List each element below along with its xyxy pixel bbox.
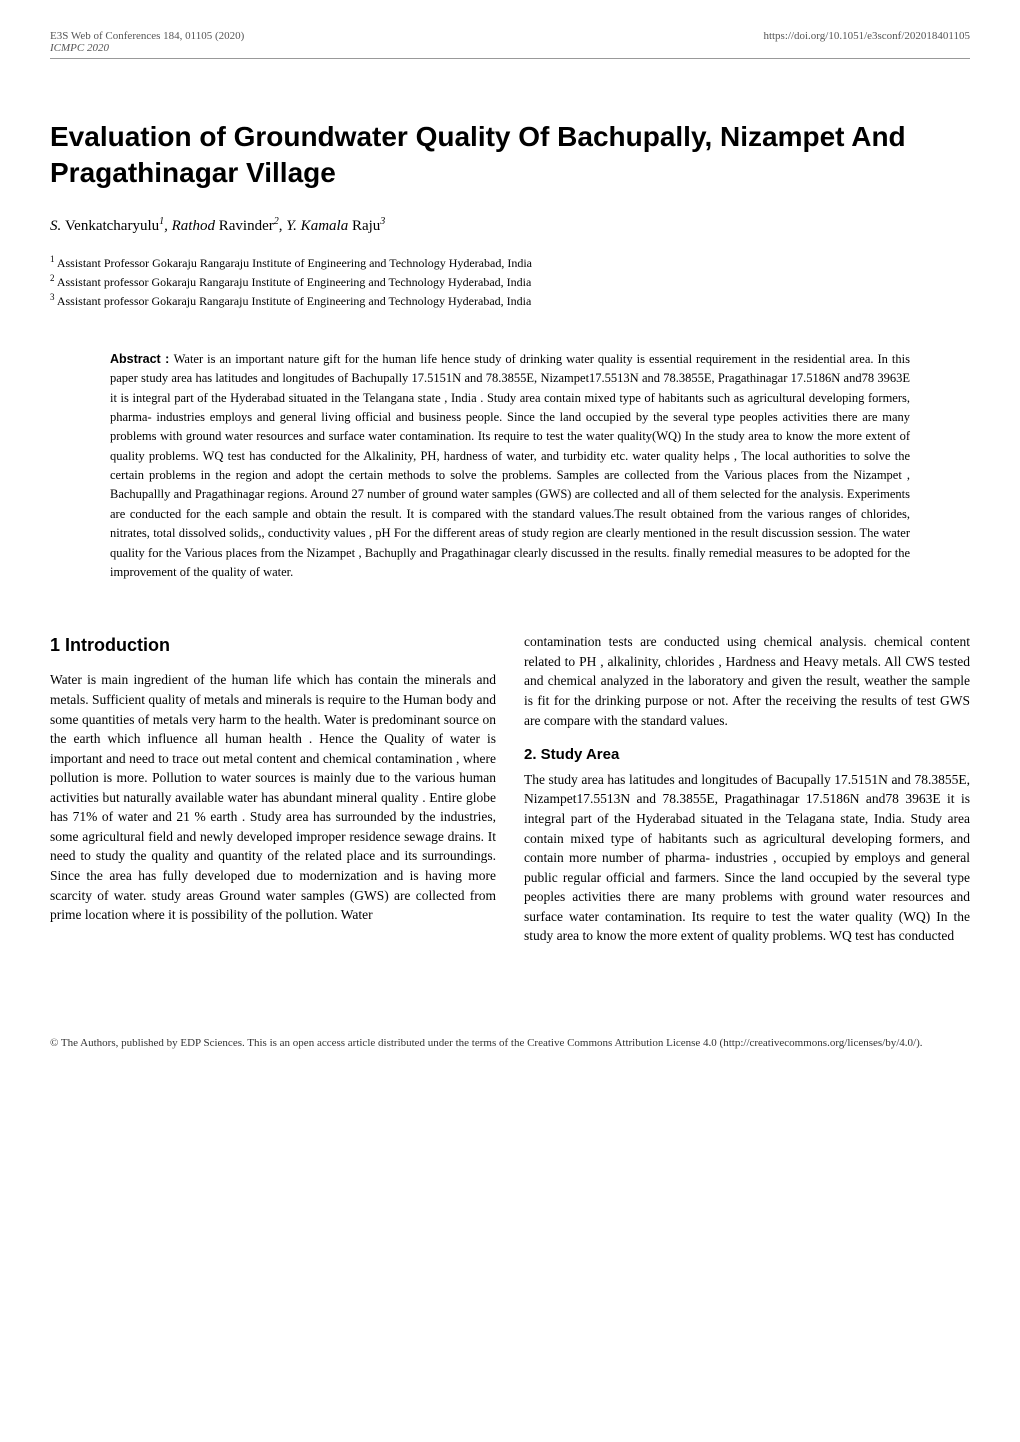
journal-ref: E3S Web of Conferences 184, 01105 (2020) xyxy=(50,30,244,42)
intro-body: Water is main ingredient of the human li… xyxy=(50,670,496,924)
affiliations: 1 Assistant Professor Gokaraju Rangaraju… xyxy=(50,253,970,310)
journal-conf: ICMPC 2020 xyxy=(50,42,109,54)
author-2-name: Ravinder xyxy=(219,218,274,234)
license-footer: © The Authors, published by EDP Sciences… xyxy=(50,1036,970,1051)
affiliation-1-text: Assistant Professor Gokaraju Rangaraju I… xyxy=(55,256,533,270)
affiliation-2: 2 Assistant professor Gokaraju Rangaraju… xyxy=(50,272,970,291)
column-right: contamination tests are conducted using … xyxy=(524,632,970,946)
author-1-name: Venkatcharyulu xyxy=(65,218,159,234)
abstract-text: Water is an important nature gift for th… xyxy=(110,352,910,579)
affiliation-2-text: Assistant professor Gokaraju Rangaraju I… xyxy=(55,275,532,289)
journal-header: E3S Web of Conferences 184, 01105 (2020)… xyxy=(50,30,970,54)
column-left: 1 Introduction Water is main ingredient … xyxy=(50,632,496,946)
affiliation-1: 1 Assistant Professor Gokaraju Rangaraju… xyxy=(50,253,970,272)
journal-doi: https://doi.org/10.1051/e3sconf/20201840… xyxy=(763,30,970,54)
abstract-block: Abstract : Water is an important nature … xyxy=(110,350,910,583)
affiliation-3: 3 Assistant professor Gokaraju Rangaraju… xyxy=(50,291,970,310)
body-columns: 1 Introduction Water is main ingredient … xyxy=(50,632,970,946)
abstract-label: Abstract : xyxy=(110,352,174,366)
author-1-prefix: S. xyxy=(50,218,65,234)
authors-line: S. Venkatcharyulu1, Rathod Ravinder2, Y.… xyxy=(50,216,970,235)
author-2-prefix: Rathod xyxy=(172,218,219,234)
intro-continuation: contamination tests are conducted using … xyxy=(524,632,970,730)
affiliation-3-text: Assistant professor Gokaraju Rangaraju I… xyxy=(55,294,532,308)
author-3-prefix: Y. Kamala xyxy=(286,218,352,234)
intro-heading: 1 Introduction xyxy=(50,632,496,658)
study-area-body: The study area has latitudes and longitu… xyxy=(524,770,970,946)
study-area-heading: 2. Study Area xyxy=(524,744,970,766)
author-3-sup: 3 xyxy=(380,216,385,227)
author-sep-1: , xyxy=(164,218,172,234)
header-divider xyxy=(50,58,970,59)
author-3-name: Raju xyxy=(352,218,380,234)
journal-header-left: E3S Web of Conferences 184, 01105 (2020)… xyxy=(50,30,244,54)
paper-title: Evaluation of Groundwater Quality Of Bac… xyxy=(50,119,970,192)
